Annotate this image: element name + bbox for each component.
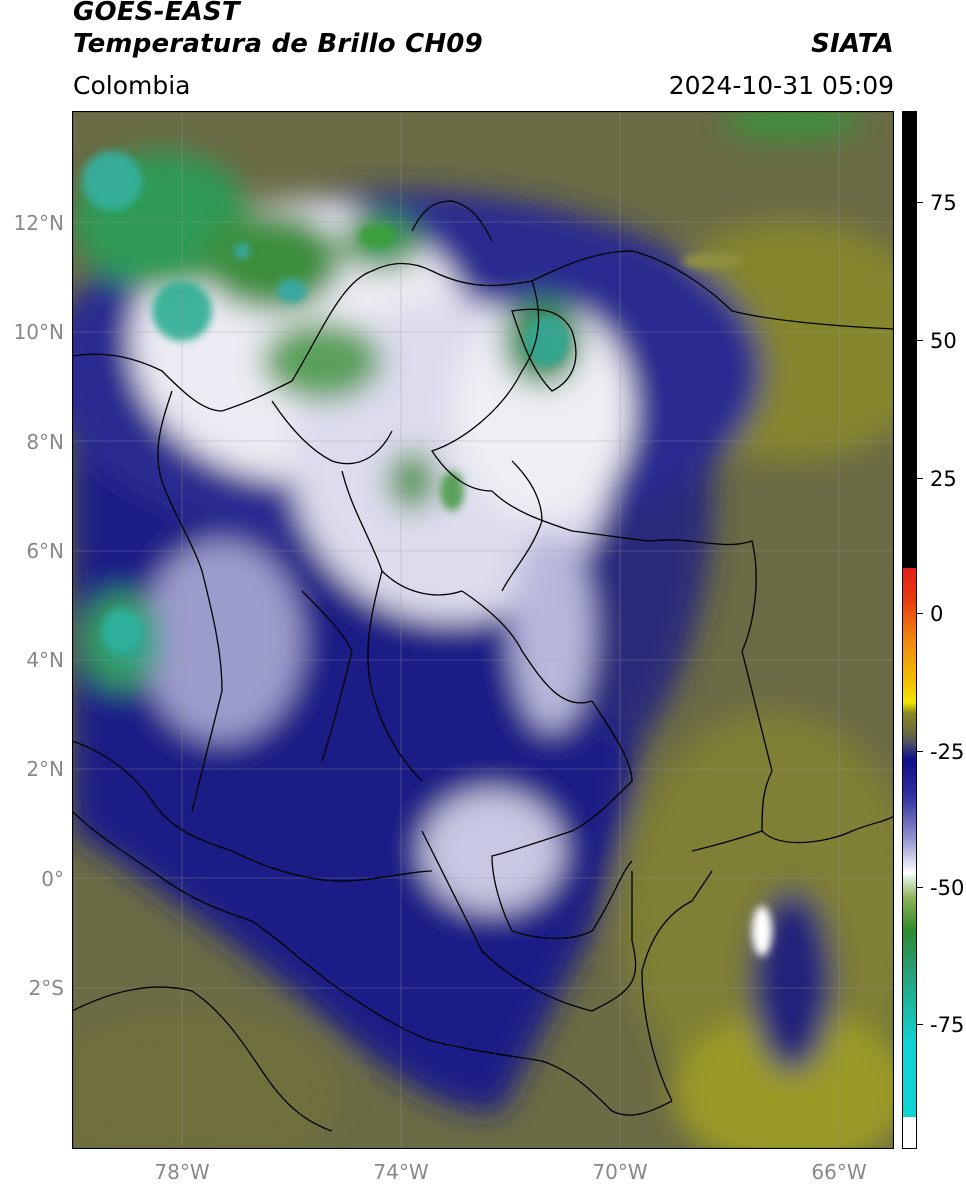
graticule (72, 111, 894, 1149)
map-canvas (72, 111, 894, 1149)
lon-label-66w: 66°W (811, 1160, 867, 1184)
agency-label: SIATA (811, 29, 894, 59)
cbar-label-m50: -50 (930, 876, 965, 900)
cbar-tick-0 (917, 613, 923, 614)
colorbar (902, 111, 917, 1149)
lat-label-10n: 10°N (13, 320, 64, 344)
cbar-tick-75 (917, 202, 923, 203)
cbar-label-50: 50 (930, 329, 957, 353)
region-label: Colombia (73, 71, 191, 100)
map-frame (72, 111, 894, 1149)
cbar-label-25: 25 (930, 467, 957, 491)
lat-label-8n: 8°N (26, 430, 64, 454)
lat-label-2n: 2°N (26, 757, 64, 781)
lon-label-70w: 70°W (592, 1160, 648, 1184)
title-line1: GOES-EAST (73, 0, 240, 27)
satellite-map[interactable] (72, 111, 894, 1149)
datetime-label: 2024-10-31 05:09 (668, 71, 894, 100)
lat-label-2s: 2°S (28, 976, 64, 1000)
lat-label-4n: 4°N (26, 648, 64, 672)
cbar-label-m75: -75 (930, 1013, 965, 1037)
country-borders (72, 200, 894, 1132)
cloud-detail (82, 151, 772, 956)
cbar-label-m25: -25 (930, 740, 965, 764)
lat-label-6n: 6°N (26, 539, 64, 563)
cbar-tick-m75 (917, 1024, 923, 1025)
lon-label-78w: 78°W (154, 1160, 210, 1184)
lon-label-74w: 74°W (373, 1160, 429, 1184)
cbar-tick-m25 (917, 751, 923, 752)
cbar-tick-m50 (917, 887, 923, 888)
lat-label-12n: 12°N (13, 211, 64, 235)
title-line2: Temperatura de Brillo CH09 (73, 29, 483, 59)
lat-label-0: 0° (41, 867, 64, 891)
cbar-label-0: 0 (930, 602, 944, 626)
cbar-tick-25 (917, 478, 923, 479)
cbar-label-75: 75 (930, 191, 957, 215)
cbar-tick-50 (917, 340, 923, 341)
